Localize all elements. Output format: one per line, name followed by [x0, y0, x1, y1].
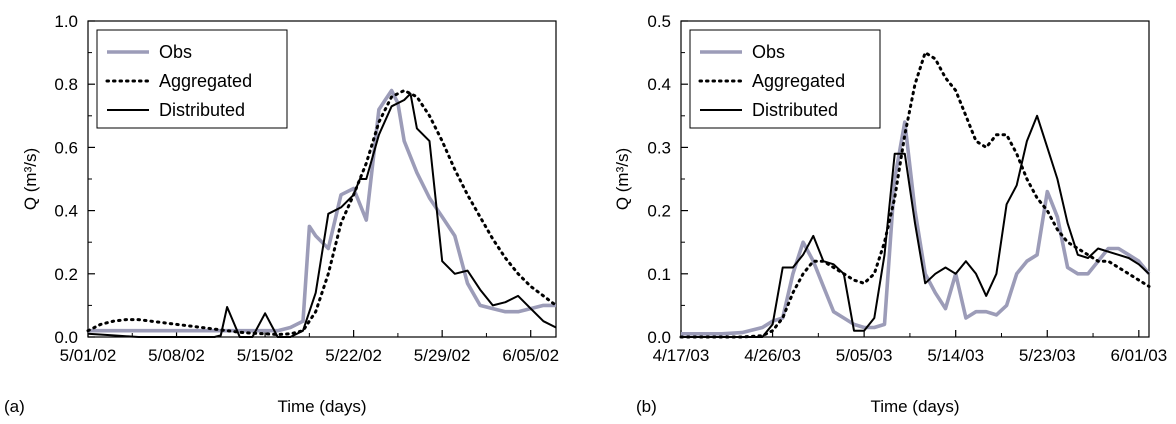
- x-axis-label: Time (days): [277, 397, 366, 416]
- legend-label-distributed: Distributed: [159, 100, 245, 120]
- panel-label: (a): [4, 397, 25, 416]
- x-tick-label: 5/29/02: [414, 346, 471, 365]
- x-tick-label: 5/15/02: [237, 346, 294, 365]
- legend: Obs Aggregated Distributed: [689, 29, 881, 129]
- y-tick-label: 0.0: [54, 328, 78, 347]
- legend: Obs Aggregated Distributed: [96, 29, 288, 129]
- y-tick-label: 0.5: [647, 12, 671, 31]
- y-tick-label: 0.2: [54, 265, 78, 284]
- series-line-aggregated: [679, 51, 1151, 339]
- legend-label-aggregated: Aggregated: [752, 71, 845, 91]
- panel-label: (b): [636, 397, 657, 416]
- x-tick-label: 5/01/02: [60, 346, 117, 365]
- x-tick-label: 5/22/02: [325, 346, 382, 365]
- legend-label-obs: Obs: [159, 42, 192, 62]
- legend-box: [689, 29, 881, 129]
- chart-panel-b: 0.0 0.1 0.2 0.3 0.4 0.5 4/17/03 4/26/03 5/05/03 5…: [613, 12, 1167, 416]
- x-tick-label: 5/14/03: [927, 346, 984, 365]
- x-tick-label: 4/17/03: [653, 346, 710, 365]
- y-tick-label: 0.4: [647, 75, 671, 94]
- x-tick-label: 5/08/02: [148, 346, 205, 365]
- x-tick-label: 5/23/03: [1019, 346, 1076, 365]
- y-axis-label: Q (m³/s): [21, 148, 40, 210]
- legend-label-aggregated: Aggregated: [159, 71, 252, 91]
- y-axis-label: Q (m³/s): [613, 148, 632, 210]
- x-axis-label: Time (days): [870, 397, 959, 416]
- y-tick-label: 0.1: [647, 265, 671, 284]
- y-tick-label: 0.4: [54, 202, 78, 221]
- y-tick-label: 0.2: [647, 202, 671, 221]
- y-tick-label: 1.0: [54, 12, 78, 31]
- y-tick-label: 0.0: [647, 328, 671, 347]
- x-tick-label: 4/26/03: [744, 346, 801, 365]
- y-tick-label: 0.3: [647, 138, 671, 157]
- legend-label-distributed: Distributed: [752, 100, 838, 120]
- x-tick-label: 6/01/03: [1110, 346, 1167, 365]
- legend-box: [96, 29, 288, 129]
- series-line-aggregated: [86, 89, 558, 336]
- series-line-distributed: [681, 114, 1150, 338]
- legend-label-obs: Obs: [752, 42, 785, 62]
- x-tick-label: 6/05/02: [502, 346, 559, 365]
- y-tick-label: 0.8: [54, 75, 78, 94]
- chart-panel-a: 0.0 0.2 0.4 0.6 0.8 1.0 5/01/02 5/08/02 5/15/02 5…: [4, 12, 559, 416]
- y-tick-label: 0.6: [54, 138, 78, 157]
- series-line-obs: [681, 120, 1151, 336]
- x-tick-label: 5/05/03: [836, 346, 893, 365]
- series-line-distributed: [87, 92, 557, 338]
